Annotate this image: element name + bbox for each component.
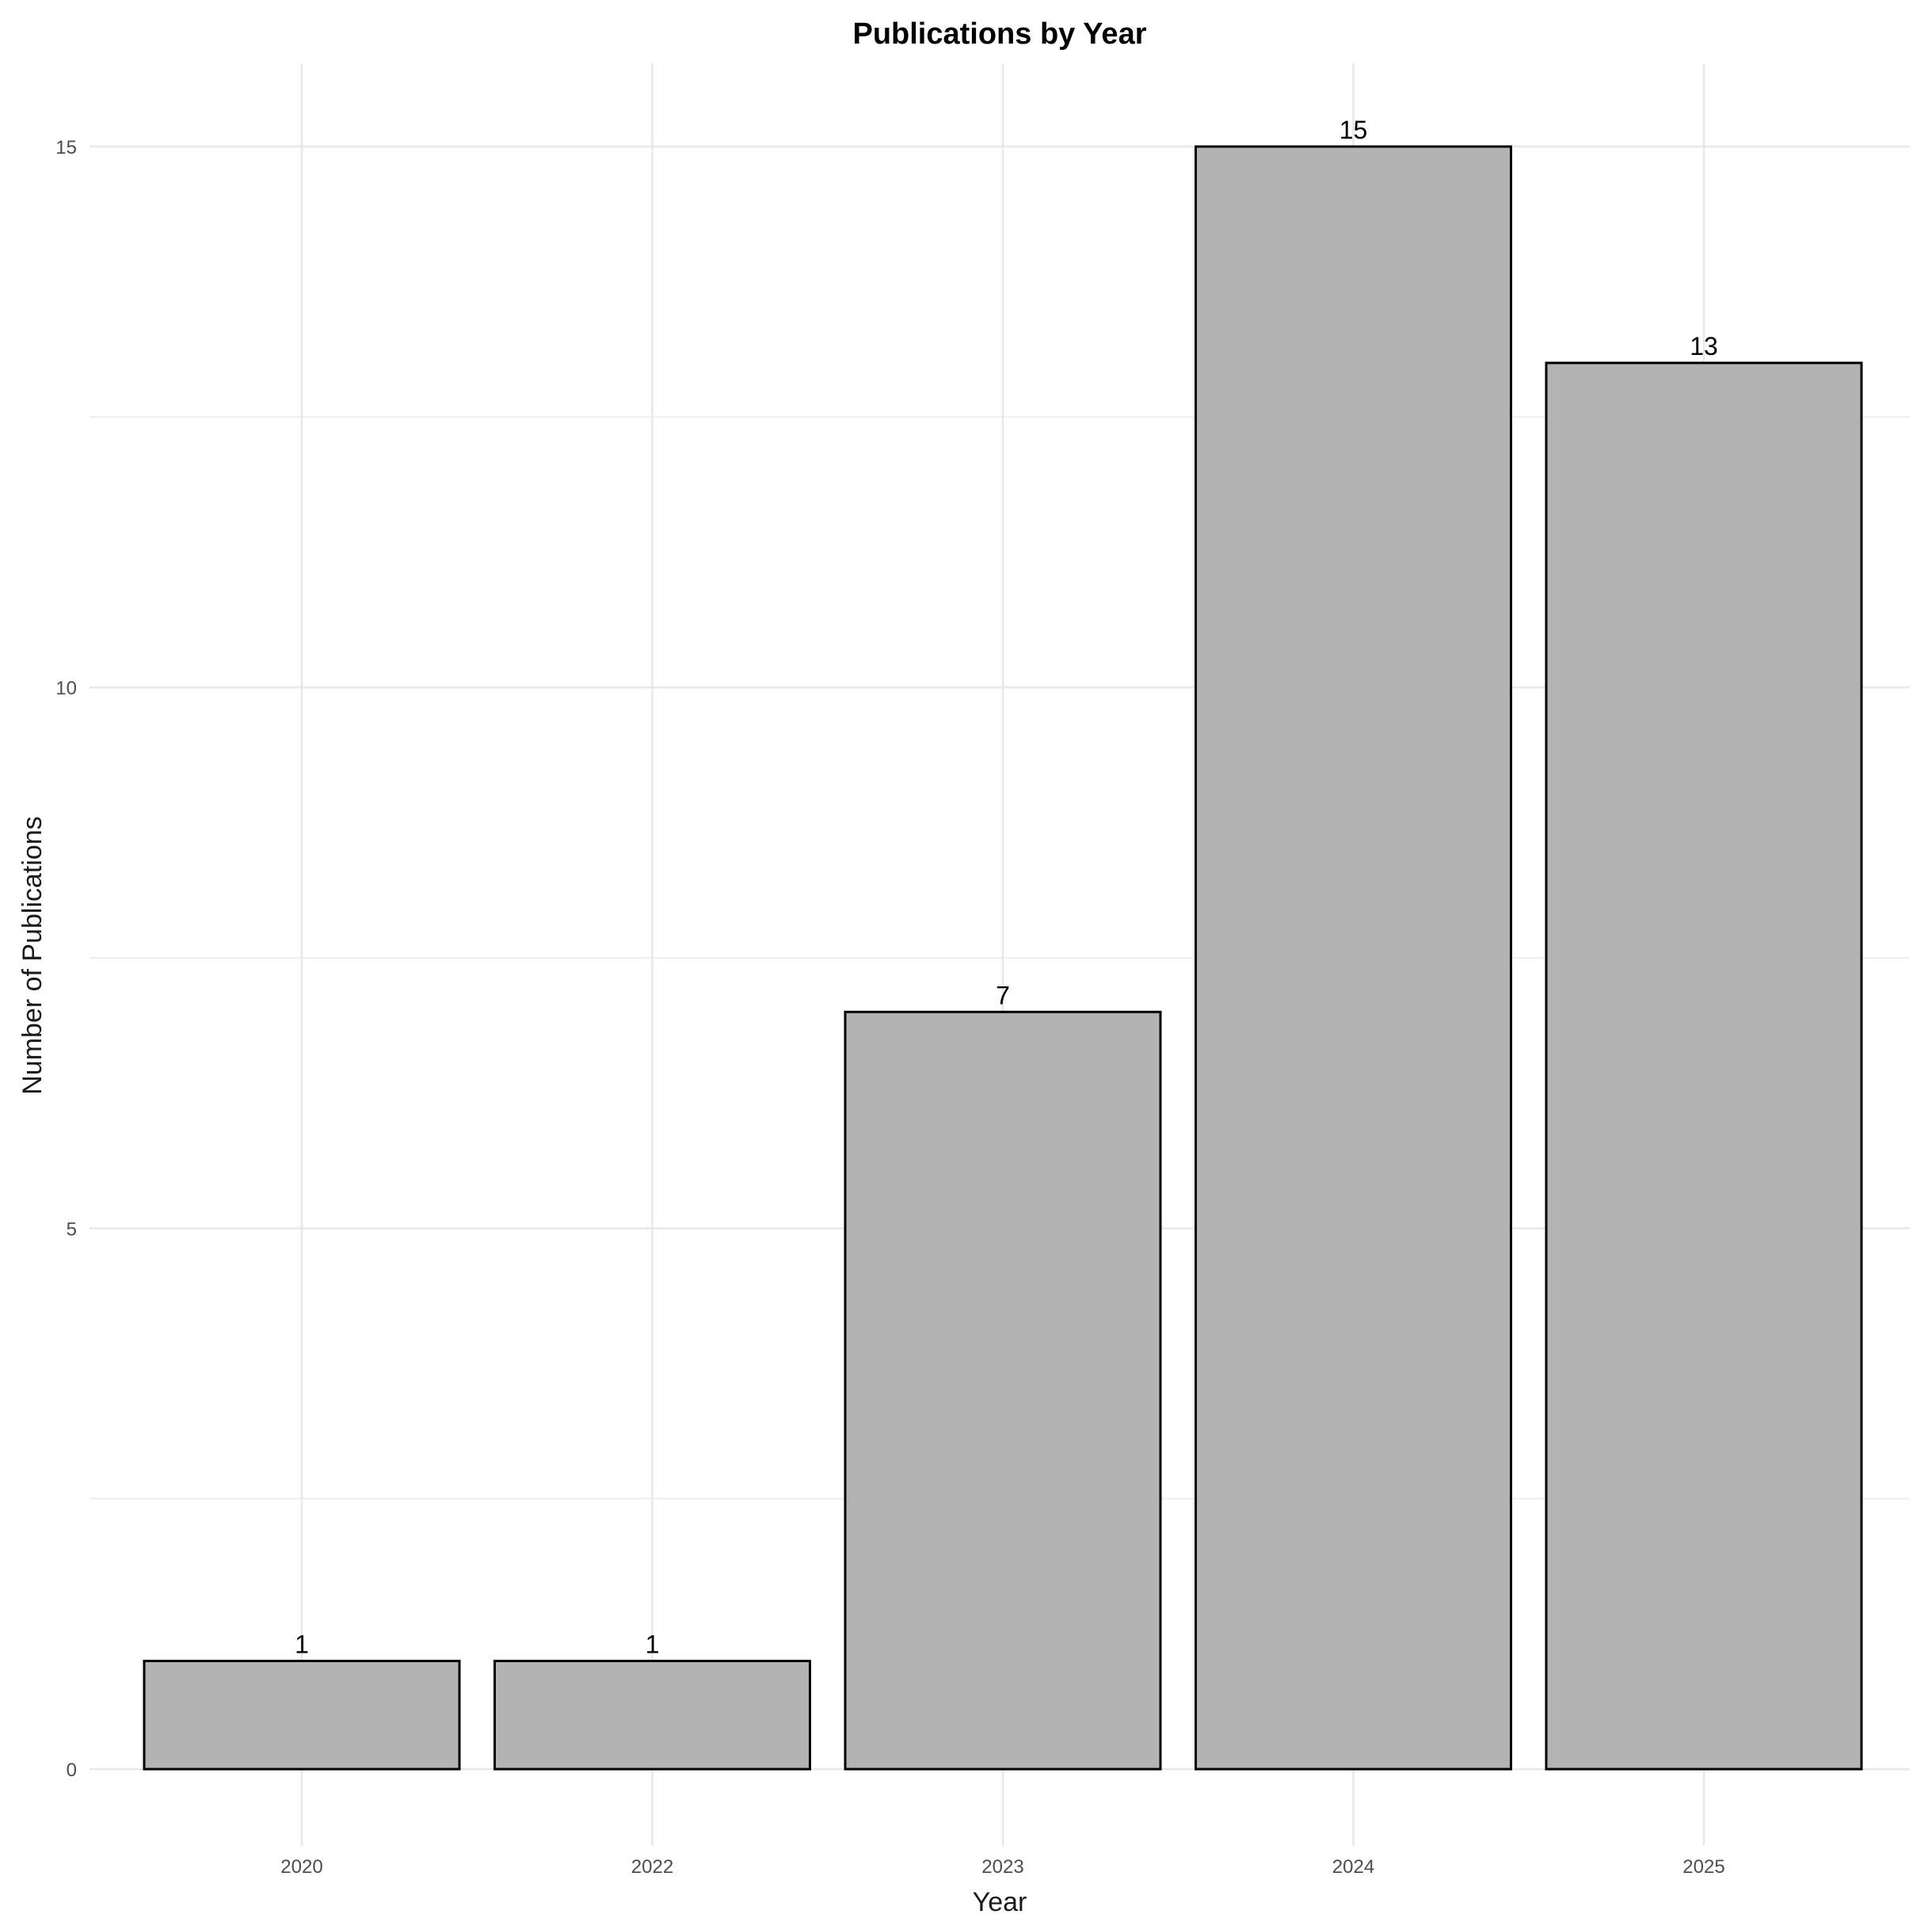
data-label-2022: 1 <box>646 1630 660 1658</box>
bar-2024 <box>1195 145 1512 1771</box>
x-tick-label: 2025 <box>1682 1856 1724 1878</box>
bar-2022 <box>493 1659 811 1771</box>
x-axis-ticks: 2020 2022 2023 2024 2025 <box>280 1856 1724 1878</box>
data-label-2025: 13 <box>1690 332 1718 360</box>
y-axis-title: Number of Publications <box>17 816 48 1095</box>
x-tick-label: 2022 <box>631 1856 673 1878</box>
data-label-2024: 15 <box>1339 116 1368 144</box>
x-axis-title: Year <box>973 1887 1027 1917</box>
x-tick-label: 2020 <box>280 1856 322 1878</box>
y-tick-label: 0 <box>67 1760 77 1781</box>
chart-title: Publications by Year <box>852 17 1146 51</box>
bar-2025 <box>1545 361 1863 1771</box>
y-tick-label: 15 <box>55 137 77 158</box>
y-tick-label: 5 <box>67 1219 77 1240</box>
bar-2023 <box>844 1010 1162 1771</box>
x-tick-label: 2023 <box>981 1856 1023 1878</box>
y-tick-label: 10 <box>55 678 77 700</box>
data-label-2020: 1 <box>295 1630 309 1658</box>
bar-2020 <box>143 1659 461 1771</box>
bars <box>143 145 1863 1771</box>
x-tick-label: 2024 <box>1332 1856 1374 1878</box>
data-label-2023: 7 <box>996 981 1010 1009</box>
y-axis-ticks: 0 5 10 15 <box>55 137 77 1781</box>
